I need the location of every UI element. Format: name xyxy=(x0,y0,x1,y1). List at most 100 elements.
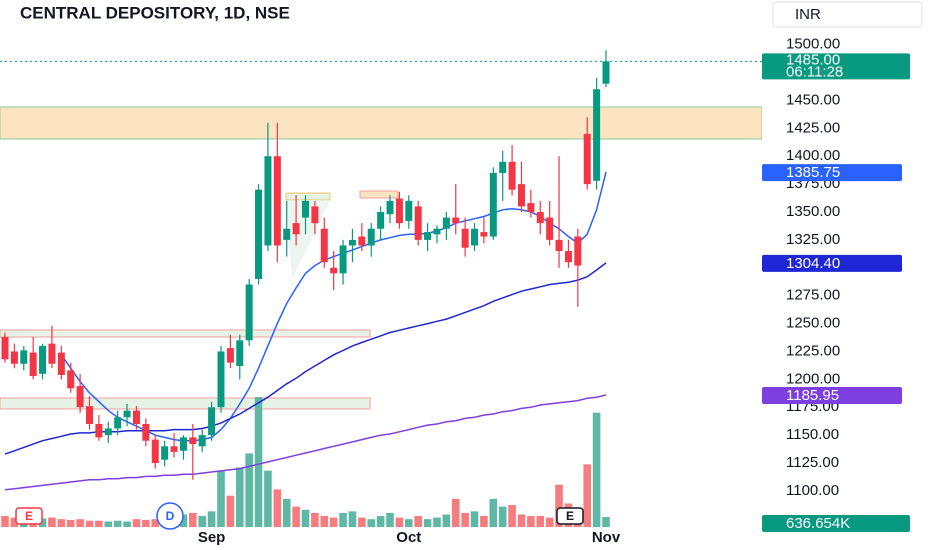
volume-bar xyxy=(264,470,272,527)
volume xyxy=(1,397,610,527)
candle-body xyxy=(264,156,272,246)
volume-badge xyxy=(762,515,910,533)
candle-body xyxy=(546,217,554,240)
event-label: E xyxy=(566,509,574,523)
volume-bar xyxy=(358,517,366,527)
candle-body xyxy=(189,437,197,445)
ma-line xyxy=(4,394,607,491)
candle-body xyxy=(86,406,94,424)
candle-body xyxy=(348,239,356,246)
candle-body xyxy=(104,428,112,436)
candle-body xyxy=(57,352,65,375)
candle-body xyxy=(461,228,469,248)
ma-badge xyxy=(762,387,902,405)
candle-body xyxy=(179,437,187,451)
currency[interactable]: INR xyxy=(795,6,821,23)
candle-body xyxy=(132,410,140,424)
volume-bar xyxy=(254,397,263,527)
candle-body xyxy=(358,236,366,246)
event-badge xyxy=(556,507,584,525)
volume-bar xyxy=(329,517,338,527)
candle-body xyxy=(255,189,263,279)
candle-body xyxy=(67,370,75,389)
volume-bar xyxy=(38,518,47,527)
y-tick-label: 1450.00 xyxy=(786,91,840,108)
currency-box[interactable] xyxy=(772,1,923,28)
candle-body xyxy=(283,228,291,240)
volume-bar xyxy=(235,467,244,527)
volume-bar xyxy=(123,521,131,527)
volume-bar xyxy=(245,453,253,527)
volume-bar xyxy=(151,519,160,527)
volume-bar xyxy=(282,498,291,527)
volume-bar xyxy=(386,512,394,527)
zone-box xyxy=(285,192,331,201)
candle-body xyxy=(114,417,122,429)
volume-bar xyxy=(48,517,56,527)
event-badge xyxy=(15,507,43,525)
y-tick-label: 1275.00 xyxy=(786,287,840,304)
volume-bar xyxy=(226,495,235,527)
volume-bar xyxy=(602,517,610,527)
price-label: 1485.00 xyxy=(786,51,840,68)
candle-body xyxy=(536,212,544,224)
candle-body xyxy=(208,407,216,436)
volume-bar xyxy=(1,516,9,527)
candle-body xyxy=(414,206,422,240)
zone-box xyxy=(0,329,371,338)
volume-bar xyxy=(113,520,122,527)
candle-body xyxy=(311,206,319,224)
volume-bar xyxy=(545,517,554,527)
volume-bar xyxy=(198,516,207,527)
volume-bar xyxy=(480,516,488,527)
countdown: 06:11:28 xyxy=(786,63,843,80)
volume-bar xyxy=(57,519,66,527)
zone-box xyxy=(359,190,399,199)
candle-body xyxy=(574,236,582,266)
volume-bar xyxy=(95,520,103,527)
candle-body xyxy=(564,251,572,263)
volume-bar xyxy=(451,498,460,527)
volume-bar xyxy=(339,512,347,527)
volume-bar xyxy=(376,516,385,527)
ma-label: 1385.75 xyxy=(786,164,840,181)
volume-bar xyxy=(395,517,404,527)
volume-bar xyxy=(508,505,516,527)
x-tick-label: Oct xyxy=(396,529,421,546)
candle-body xyxy=(367,228,375,246)
ma-label: 1185.95 xyxy=(786,387,839,404)
candle-body xyxy=(170,446,178,452)
candle-body xyxy=(123,410,131,418)
candle-body xyxy=(424,232,432,240)
volume-bar xyxy=(10,517,19,527)
candle-body xyxy=(593,89,601,181)
ma-label: 1304.40 xyxy=(786,255,840,272)
volume-bar xyxy=(85,520,94,527)
volume-bar xyxy=(76,519,84,527)
candle-body xyxy=(395,198,403,224)
volume-bar xyxy=(527,516,535,527)
candle-body xyxy=(377,212,385,229)
volume-bar xyxy=(470,511,479,527)
volume-bar xyxy=(489,498,498,527)
candle-body xyxy=(442,217,450,229)
volume-bar xyxy=(414,516,422,527)
price-axis xyxy=(762,0,932,550)
x-axis: Sep Oct Nov xyxy=(198,529,621,546)
candle-body xyxy=(292,223,300,235)
volume-bar xyxy=(423,519,432,527)
volume-bar xyxy=(179,514,188,527)
candle-body xyxy=(20,350,28,364)
candle-body xyxy=(302,200,309,218)
volume-bar xyxy=(320,516,329,527)
candle-body xyxy=(339,245,347,274)
volume-bar xyxy=(142,519,150,527)
volume-bar xyxy=(517,514,526,527)
y-tick-label: 1400.00 xyxy=(786,147,840,164)
volume-bar xyxy=(348,511,357,527)
candle-body xyxy=(142,424,150,441)
candle-body xyxy=(29,352,37,377)
event-label: E xyxy=(25,509,33,523)
candle-body xyxy=(489,172,497,237)
